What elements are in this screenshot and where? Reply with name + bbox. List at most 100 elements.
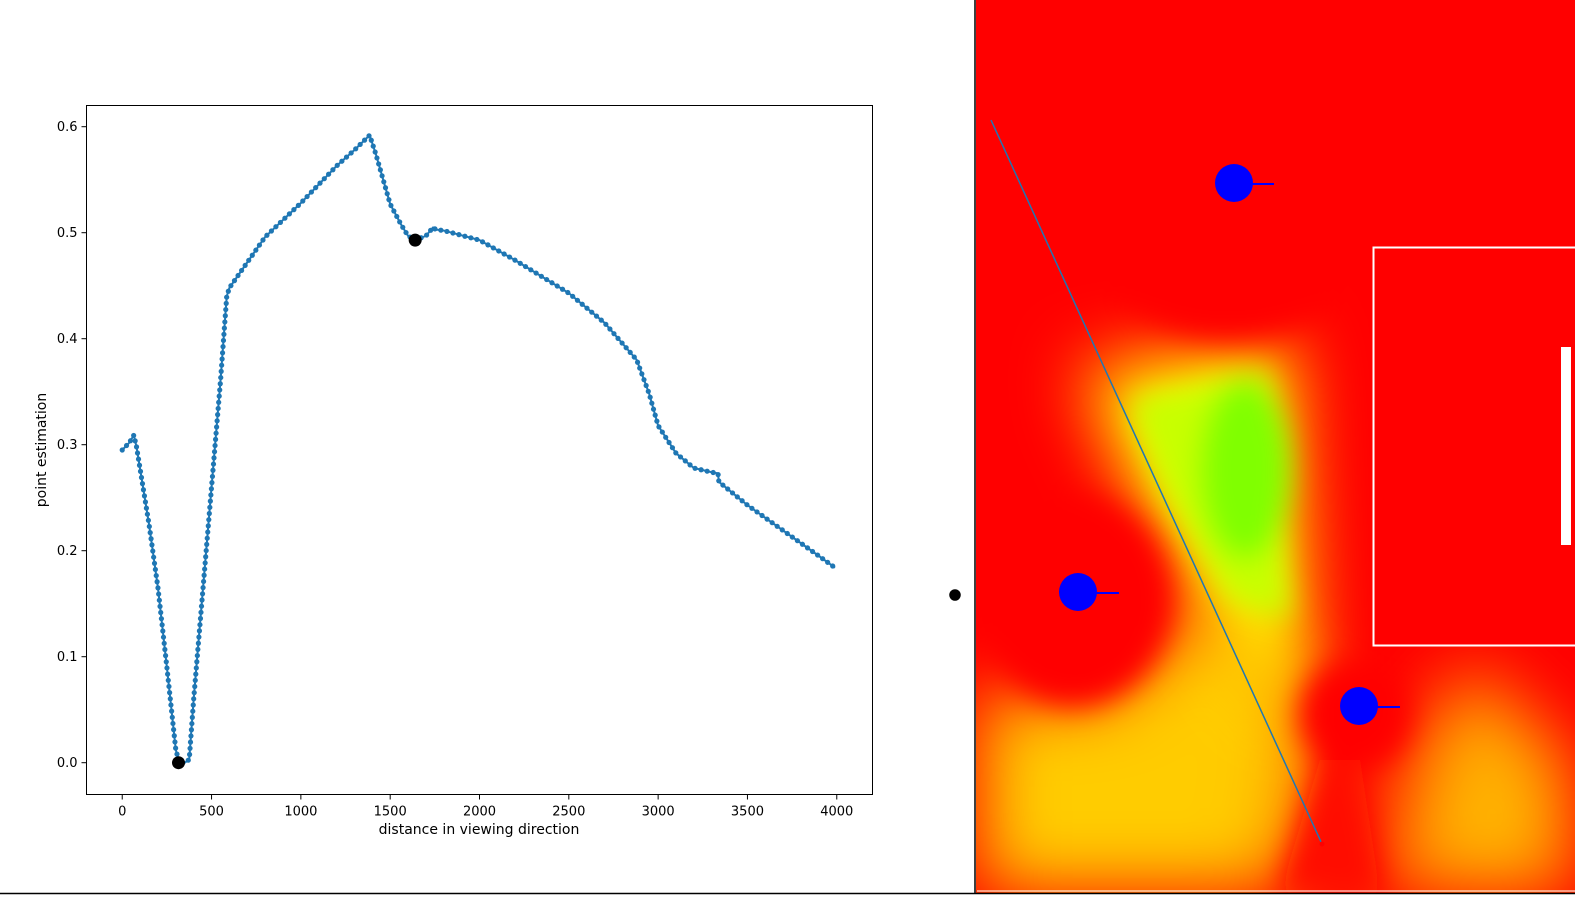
data-point — [208, 492, 213, 497]
data-point — [273, 224, 278, 229]
data-point — [217, 394, 222, 399]
data-point — [160, 628, 165, 633]
x-axis-label: distance in viewing direction — [379, 822, 580, 838]
data-point — [166, 678, 171, 683]
data-point — [400, 225, 405, 230]
data-point — [203, 560, 208, 565]
data-point — [243, 263, 248, 268]
data-point — [635, 360, 640, 365]
observer-marker — [949, 589, 962, 602]
data-point — [208, 499, 213, 504]
data-point — [135, 450, 140, 455]
data-point — [648, 395, 653, 400]
data-point — [170, 715, 175, 720]
x-tick-label: 1500 — [374, 805, 407, 820]
data-point — [168, 702, 173, 707]
data-point — [264, 233, 269, 238]
data-point — [198, 610, 203, 615]
data-point — [456, 232, 461, 237]
data-point — [278, 220, 283, 225]
data-point — [805, 545, 810, 550]
data-point — [353, 146, 358, 151]
highlight-point — [409, 234, 422, 247]
data-point — [159, 616, 164, 621]
data-point — [224, 301, 229, 306]
data-point — [725, 486, 730, 491]
data-point — [785, 531, 790, 536]
data-point — [462, 234, 467, 239]
highlight-point — [172, 756, 185, 769]
data-point — [624, 345, 629, 350]
data-point — [438, 228, 443, 233]
data-point — [170, 721, 175, 726]
data-point — [209, 486, 214, 491]
data-point — [201, 579, 206, 584]
data-point — [444, 229, 449, 234]
data-point — [480, 239, 485, 244]
data-point — [153, 567, 158, 572]
data-point — [210, 474, 215, 479]
x-tick-label: 4000 — [820, 805, 853, 820]
data-point — [735, 494, 740, 499]
x-tick-label: 1000 — [284, 805, 317, 820]
data-point — [206, 523, 211, 528]
data-point — [386, 197, 391, 202]
data-point — [692, 466, 697, 471]
data-point — [142, 493, 147, 498]
data-point — [628, 350, 633, 355]
data-point — [161, 635, 166, 640]
data-point — [157, 604, 162, 609]
data-point — [379, 173, 384, 178]
data-point — [221, 332, 226, 337]
data-point — [362, 138, 367, 143]
data-point — [507, 254, 512, 259]
data-point — [296, 203, 301, 208]
data-point — [154, 573, 159, 578]
data-point — [424, 232, 429, 237]
data-point — [730, 490, 735, 495]
data-point — [192, 684, 197, 689]
data-point — [744, 502, 749, 507]
data-point — [158, 610, 163, 615]
data-point — [124, 443, 129, 448]
data-point — [385, 191, 390, 196]
data-point — [165, 672, 170, 677]
data-point — [534, 270, 539, 275]
data-point — [199, 604, 204, 609]
data-point — [250, 253, 255, 258]
data-point — [654, 419, 659, 424]
data-point — [518, 261, 523, 266]
data-point — [589, 310, 594, 315]
data-point — [749, 506, 754, 511]
data-point — [220, 344, 225, 349]
data-point — [371, 144, 376, 149]
y-tick-label: 0.5 — [57, 226, 78, 241]
data-point — [215, 418, 220, 423]
data-point — [790, 534, 795, 539]
data-point — [155, 579, 160, 584]
obstacle-wall — [1561, 347, 1571, 545]
x-tick-label: 3000 — [642, 805, 675, 820]
data-point — [780, 527, 785, 532]
data-point — [174, 752, 179, 757]
data-point — [383, 185, 388, 190]
y-axis-label: point estimation — [34, 393, 50, 507]
data-point — [815, 552, 820, 557]
x-tick-label: 500 — [199, 805, 224, 820]
data-point — [649, 401, 654, 406]
data-point — [198, 616, 203, 621]
data-point — [825, 560, 830, 565]
data-point — [716, 472, 721, 477]
data-point — [326, 172, 331, 177]
data-point — [309, 189, 314, 194]
data-point — [148, 530, 153, 535]
data-point — [144, 506, 149, 511]
data-point — [187, 752, 192, 757]
data-point — [146, 518, 151, 523]
data-point — [474, 237, 479, 242]
data-point — [143, 499, 148, 504]
data-point — [523, 264, 528, 269]
data-point — [192, 690, 197, 695]
data-point — [651, 407, 656, 412]
data-point — [800, 542, 805, 547]
